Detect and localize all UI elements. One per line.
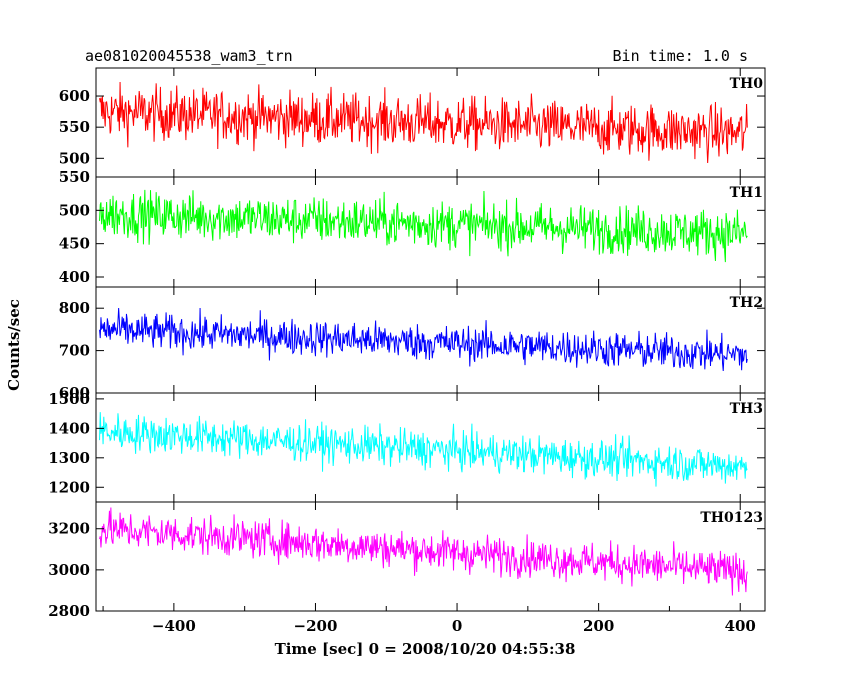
y-tick-label: 2800 xyxy=(48,602,90,620)
y-tick-label: 1300 xyxy=(48,449,90,467)
panel-th3: 1200 1300 1400 1500 TH3 xyxy=(48,390,766,503)
y-tick-label: 1500 xyxy=(48,390,90,408)
panel-th0: 500 550 600 TH0 xyxy=(59,67,766,178)
bin-time-label: Bin time: 1.0 s xyxy=(613,47,748,65)
panel-th2: 600 700 800 TH2 xyxy=(59,286,766,402)
y-tick-label: 800 xyxy=(59,299,90,317)
y-tick-label: 550 xyxy=(59,118,90,136)
y-tick-label: 1400 xyxy=(48,419,90,437)
x-tick-label: 0 xyxy=(452,617,462,635)
y-tick-label: 550 xyxy=(59,168,90,186)
y-tick-label: 600 xyxy=(59,87,90,105)
panel-frame xyxy=(95,392,766,503)
x-axis-title: Time [sec] 0 = 2008/10/20 04:55:38 xyxy=(275,640,576,658)
x-tick-label: 200 xyxy=(583,617,614,635)
panel-label: TH0123 xyxy=(700,510,763,526)
series-th3-line xyxy=(99,412,748,487)
chart-title: ae081020045538_wam3_trn xyxy=(85,47,293,65)
y-tick-label: 3000 xyxy=(48,561,90,579)
panel-label: TH1 xyxy=(730,185,763,201)
series-th1-line xyxy=(99,189,748,263)
panel-label: TH2 xyxy=(730,295,763,311)
series-th0-line xyxy=(99,82,748,163)
x-axis: −400 −200 0 200 400 xyxy=(102,606,756,635)
y-tick-label: 600 xyxy=(59,384,90,402)
y-tick-label: 500 xyxy=(59,201,90,219)
series-th2-line xyxy=(99,307,748,372)
y-tick-label: 3200 xyxy=(48,520,90,538)
panel-frame xyxy=(95,501,766,612)
panel-label: TH3 xyxy=(730,401,763,417)
panel-th1: 400 450 500 550 TH1 xyxy=(59,168,766,288)
y-tick-label: 700 xyxy=(59,342,90,360)
x-tick-label: 400 xyxy=(725,617,756,635)
y-tick-label: 1200 xyxy=(48,478,90,496)
y-tick-label: 400 xyxy=(59,268,90,286)
x-tick-label: −400 xyxy=(152,617,196,635)
y-axis-title: Counts/sec xyxy=(5,299,23,391)
series-th0123-line xyxy=(99,507,748,596)
x-tick-label: −200 xyxy=(294,617,338,635)
panel-label: TH0 xyxy=(730,76,764,92)
y-tick-label: 450 xyxy=(59,235,90,253)
y-tick-label: 500 xyxy=(59,149,90,167)
panel-th0123: 2800 3000 3200 TH0123 xyxy=(48,501,766,620)
